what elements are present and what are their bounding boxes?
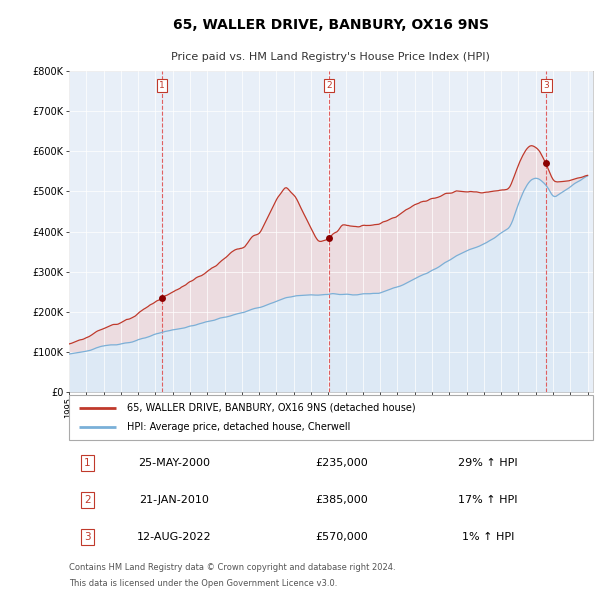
Text: 1: 1 [84,458,91,468]
Text: Contains HM Land Registry data © Crown copyright and database right 2024.: Contains HM Land Registry data © Crown c… [69,563,395,572]
Text: £570,000: £570,000 [315,532,368,542]
Text: 3: 3 [84,532,91,542]
Text: Price paid vs. HM Land Registry's House Price Index (HPI): Price paid vs. HM Land Registry's House … [172,52,490,62]
Text: £235,000: £235,000 [315,458,368,468]
Text: 3: 3 [544,81,550,90]
Text: 17% ↑ HPI: 17% ↑ HPI [458,495,518,505]
Text: 1: 1 [159,81,165,90]
Text: 65, WALLER DRIVE, BANBURY, OX16 9NS: 65, WALLER DRIVE, BANBURY, OX16 9NS [173,18,489,32]
Text: 12-AUG-2022: 12-AUG-2022 [136,532,211,542]
Text: 21-JAN-2010: 21-JAN-2010 [139,495,209,505]
Text: 2: 2 [326,81,332,90]
Text: 1% ↑ HPI: 1% ↑ HPI [462,532,514,542]
Text: 29% ↑ HPI: 29% ↑ HPI [458,458,518,468]
Text: This data is licensed under the Open Government Licence v3.0.: This data is licensed under the Open Gov… [69,579,337,588]
Text: 25-MAY-2000: 25-MAY-2000 [138,458,210,468]
Text: 2: 2 [84,495,91,505]
Text: £385,000: £385,000 [315,495,368,505]
Text: 65, WALLER DRIVE, BANBURY, OX16 9NS (detached house): 65, WALLER DRIVE, BANBURY, OX16 9NS (det… [127,403,415,412]
FancyBboxPatch shape [69,395,593,440]
Text: HPI: Average price, detached house, Cherwell: HPI: Average price, detached house, Cher… [127,422,350,432]
